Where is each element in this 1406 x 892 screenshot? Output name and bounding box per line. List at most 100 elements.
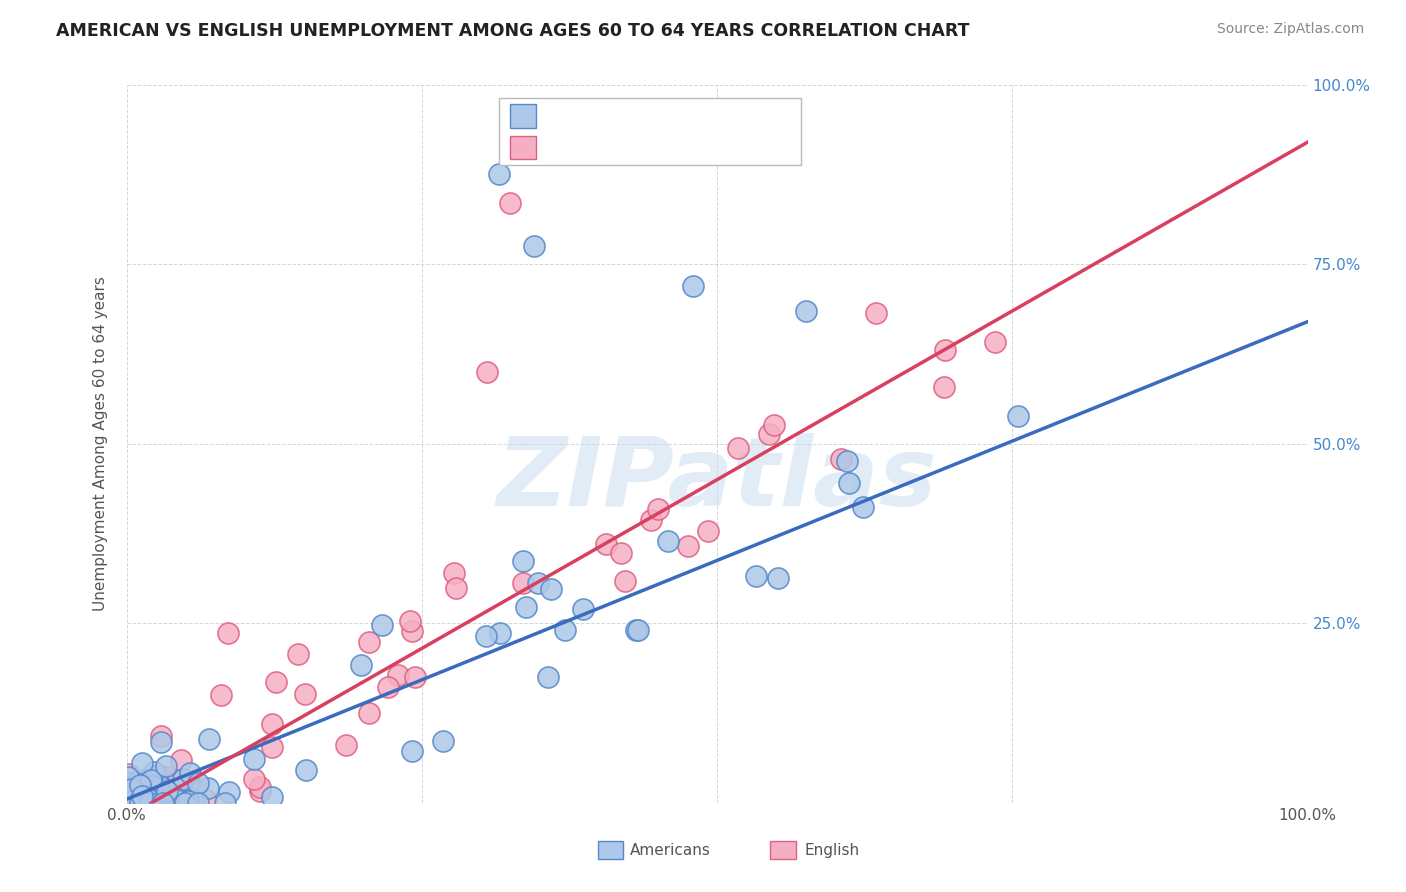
Point	[139, 773, 162, 788]
Point	[125, 778, 148, 792]
Point	[159, 785, 181, 799]
Point	[984, 335, 1007, 350]
Point	[335, 738, 357, 752]
Point	[156, 784, 179, 798]
Point	[122, 789, 145, 803]
Point	[287, 647, 309, 661]
Point	[727, 441, 749, 455]
Point	[554, 623, 576, 637]
Point	[122, 791, 145, 805]
Point	[138, 788, 160, 802]
Point	[682, 278, 704, 293]
Point	[571, 601, 593, 615]
Point	[624, 624, 647, 638]
Point	[180, 781, 202, 796]
Point	[135, 789, 157, 804]
Point	[127, 794, 149, 808]
Point	[540, 582, 562, 596]
Point	[118, 783, 141, 797]
Point	[152, 796, 174, 810]
Point	[117, 781, 139, 796]
Point	[132, 773, 155, 788]
Point	[647, 502, 669, 516]
Point	[371, 618, 394, 632]
Point	[243, 772, 266, 786]
Point	[614, 574, 637, 588]
Point	[153, 796, 176, 810]
Point	[697, 524, 720, 538]
Point	[129, 794, 152, 808]
Point	[155, 795, 177, 809]
Point	[124, 779, 146, 793]
Point	[118, 793, 141, 807]
Point	[127, 787, 149, 801]
Point	[129, 792, 152, 806]
Point	[401, 744, 423, 758]
Point	[125, 789, 148, 804]
Point	[131, 792, 153, 806]
Point	[838, 476, 860, 491]
Point	[166, 795, 188, 809]
Point	[142, 795, 165, 809]
Point	[131, 779, 153, 793]
Point	[249, 784, 271, 798]
Point	[149, 768, 172, 782]
Point	[122, 776, 145, 790]
Point	[149, 729, 172, 743]
Text: Americans: Americans	[630, 843, 711, 857]
Point	[120, 795, 142, 809]
Point	[118, 780, 141, 794]
Point	[627, 623, 650, 637]
Point	[122, 794, 145, 808]
Point	[166, 793, 188, 807]
Point	[198, 732, 221, 747]
Point	[121, 789, 143, 804]
Point	[142, 765, 165, 780]
Text: R = 0.708   N = 105: R = 0.708 N = 105	[546, 137, 727, 155]
Point	[512, 554, 534, 568]
Point	[132, 795, 155, 809]
Point	[475, 629, 498, 643]
Point	[121, 782, 143, 797]
Point	[128, 777, 150, 791]
Point	[122, 779, 145, 793]
Point	[512, 576, 534, 591]
Point	[350, 658, 373, 673]
Point	[150, 770, 173, 784]
Point	[174, 796, 197, 810]
Point	[260, 740, 283, 755]
Point	[242, 752, 264, 766]
Point	[934, 343, 956, 358]
Point	[143, 792, 166, 806]
Point	[128, 796, 150, 810]
Point	[129, 784, 152, 798]
Point	[758, 427, 780, 442]
Point	[125, 786, 148, 800]
Point	[387, 668, 409, 682]
Point	[499, 196, 522, 211]
Point	[179, 765, 201, 780]
Point	[117, 776, 139, 790]
Point	[260, 717, 283, 731]
Point	[170, 753, 193, 767]
Point	[146, 777, 169, 791]
Point	[515, 600, 537, 615]
Point	[357, 635, 380, 649]
Point	[595, 537, 617, 551]
Point	[117, 788, 139, 802]
Point	[127, 787, 149, 801]
Point	[139, 794, 162, 808]
Point	[766, 571, 789, 585]
Point	[142, 779, 165, 793]
Point	[117, 789, 139, 803]
Point	[117, 791, 139, 805]
Point	[129, 778, 152, 792]
Point	[851, 500, 873, 514]
Point	[145, 769, 167, 783]
Point	[177, 794, 200, 808]
Point	[489, 626, 512, 640]
Point	[117, 780, 139, 794]
Point	[1007, 409, 1029, 423]
Point	[135, 779, 157, 793]
Text: ZIPatlas: ZIPatlas	[496, 434, 938, 526]
